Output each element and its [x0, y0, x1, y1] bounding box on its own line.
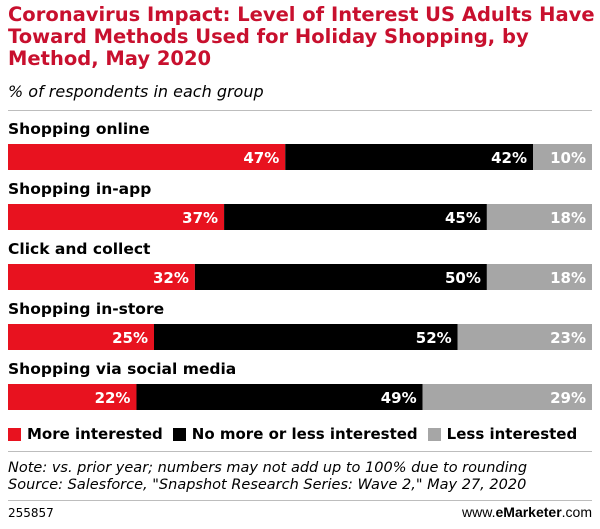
- note-text: Note: vs. prior year; numbers may not ad…: [8, 460, 528, 476]
- bar-shopping-online-no-more-or-less-interested: [285, 144, 534, 170]
- bar-shopping-via-social-media-no-more-or-less-interested: [136, 384, 423, 410]
- chart-legend: More interested No more or less interest…: [8, 424, 587, 444]
- bar-shopping-online-more-interested: [8, 144, 286, 170]
- bar-shopping-via-social-media-more-interested: [8, 384, 137, 410]
- bar-shopping-in-app-less-interested: [486, 204, 592, 230]
- data-label-shopping-via-social-media-more-interested: 22%: [95, 389, 131, 407]
- top-divider: [8, 110, 592, 111]
- data-label-click-and-collect-less-interested: 18%: [550, 269, 586, 287]
- data-label-shopping-in-app-less-interested: 18%: [550, 209, 586, 227]
- legend-swatch-less-interested: [427, 427, 441, 441]
- data-label-click-and-collect-no-more-or-less-interested: 50%: [445, 269, 481, 287]
- chart-note: Note: vs. prior year; numbers may not ad…: [8, 460, 527, 494]
- bar-click-and-collect-less-interested: [486, 264, 592, 290]
- bar-shopping-in-store-no-more-or-less-interested: [154, 324, 458, 350]
- chart-subtitle: % of respondents in each group: [8, 82, 264, 101]
- emarketer-logo: www.eMarketer.com: [462, 504, 592, 520]
- legend-swatch-no-more-or-less-interested: [172, 427, 186, 441]
- bar-shopping-in-app-more-interested: [8, 204, 225, 230]
- data-label-shopping-online-more-interested: 47%: [243, 149, 279, 167]
- bar-shopping-in-store-less-interested: [457, 324, 592, 350]
- bar-shopping-via-social-media-less-interested: [422, 384, 592, 410]
- legend-label-less-interested: Less interested: [446, 425, 578, 443]
- legend-label-no-more-or-less-interested: No more or less interested: [191, 425, 418, 443]
- data-label-shopping-online-no-more-or-less-interested: 42%: [491, 149, 527, 167]
- legend-label-more-interested: More interested: [27, 425, 163, 443]
- legend-item-no-more-or-less-interested: No more or less interested: [172, 425, 418, 443]
- data-label-click-and-collect-more-interested: 32%: [153, 269, 189, 287]
- category-label-shopping-in-app: Shopping in-app: [8, 180, 151, 198]
- data-label-shopping-in-store-less-interested: 23%: [550, 329, 586, 347]
- legend-item-less-interested: Less interested: [427, 425, 578, 443]
- chart-title: Coronavirus Impact: Level of Interest US…: [8, 3, 595, 70]
- bar-click-and-collect-more-interested: [8, 264, 195, 290]
- source-text: Source: Salesforce, "Snapshot Research S…: [8, 477, 527, 493]
- bar-shopping-online-less-interested: [533, 144, 592, 170]
- data-label-shopping-in-app-no-more-or-less-interested: 45%: [445, 209, 481, 227]
- chart-id: 255857: [8, 506, 54, 520]
- brand-suffix: .com: [561, 504, 592, 520]
- data-label-shopping-via-social-media-no-more-or-less-interested: 49%: [381, 389, 417, 407]
- data-label-shopping-in-store-more-interested: 25%: [112, 329, 148, 347]
- brand-name: eMarketer: [495, 504, 562, 520]
- data-label-shopping-in-app-more-interested: 37%: [182, 209, 218, 227]
- data-label-shopping-online-less-interested: 10%: [550, 149, 586, 167]
- stacked-bar-chart: Shopping online 47% 42% 10% Shopping in-app 3…: [8, 120, 592, 410]
- footer-divider: [8, 500, 592, 501]
- category-label-shopping-online: Shopping online: [8, 120, 150, 138]
- legend-swatch-more-interested: [8, 427, 21, 441]
- legend-item-more-interested: More interested: [8, 425, 163, 443]
- category-label-shopping-in-store: Shopping in-store: [8, 300, 164, 318]
- data-label-shopping-in-store-no-more-or-less-interested: 52%: [416, 329, 452, 347]
- category-label-click-and-collect: Click and collect: [8, 240, 151, 258]
- bar-shopping-in-store-more-interested: [8, 324, 154, 350]
- data-label-shopping-via-social-media-less-interested: 29%: [550, 389, 586, 407]
- bar-shopping-in-app-no-more-or-less-interested: [224, 204, 487, 230]
- brand-prefix: www.: [462, 504, 496, 520]
- category-label-shopping-via-social-media: Shopping via social media: [8, 360, 236, 378]
- note-divider: [8, 451, 592, 452]
- bar-click-and-collect-no-more-or-less-interested: [194, 264, 487, 290]
